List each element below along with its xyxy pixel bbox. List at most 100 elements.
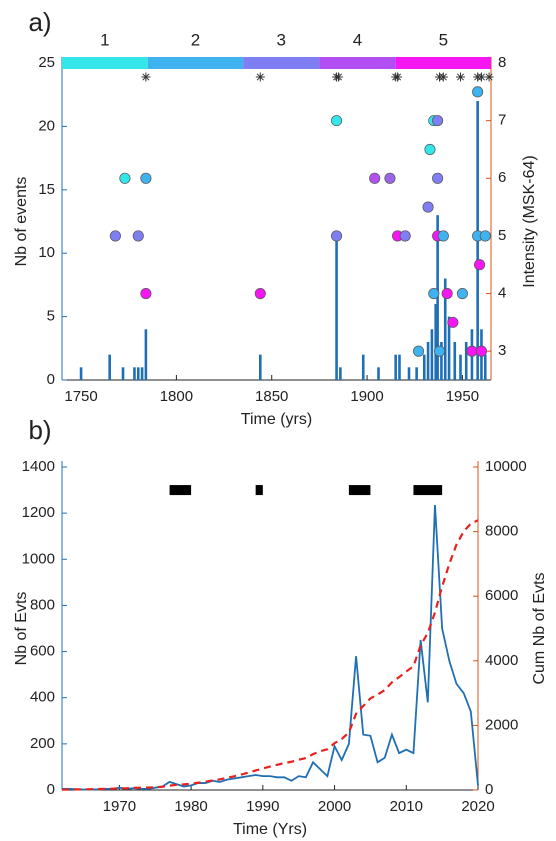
y-tick-label: 25 [38,54,55,71]
asterisk [255,72,265,82]
period-block [255,485,263,496]
intensity-point [424,143,436,156]
intensity-point [466,345,478,357]
intensity-point [254,287,266,300]
intensity-point [369,172,381,184]
y-axis-label: Nb of Evts [13,592,30,666]
event-bar [140,367,144,380]
event-bar [415,367,418,380]
y2-axis-label: Cum Nb of Evts [531,572,548,684]
period-block [413,485,443,496]
intensity-point [140,287,152,300]
event-bar [483,354,487,380]
y-tick-label: 200 [30,735,55,752]
period-label: 2 [191,30,200,49]
y-tick-label: 1000 [22,550,55,567]
event-bar [430,329,434,380]
x-tick-label: 1800 [160,388,193,405]
intensity-point [399,230,411,242]
period-label: 5 [439,30,448,49]
event-bar [258,354,262,380]
period-block [169,485,192,496]
asterisk [141,72,151,82]
y2-tick-label: 0 [485,781,493,798]
y2-tick-label: 10000 [485,458,527,475]
event-bar [459,354,462,380]
x-tick-label: 1750 [64,388,97,405]
panel-label: a) [28,7,51,37]
series-line [62,505,479,791]
intensity-point [437,230,449,242]
y-tick-label: 15 [38,181,55,198]
x-tick-label: 2000 [318,798,351,815]
period-band [147,57,244,69]
y2-tick-label: 6 [498,169,506,186]
period-band [243,57,320,69]
event-bar [440,341,443,380]
asterisk [484,72,494,82]
event-bar [79,367,83,380]
x-tick-label: 1970 [103,798,136,815]
event-bar [407,367,411,380]
x-axis-label: Time (yrs) [241,411,312,428]
y2-tick-label: 4000 [485,652,518,669]
period-label: 3 [277,30,286,49]
x-tick-label: 2020 [461,798,494,815]
intensity-point [331,230,343,242]
event-bar [447,316,451,380]
x-tick-label: 2010 [390,798,423,815]
intensity-point [472,86,484,98]
intensity-point [109,230,121,242]
intensity-point [140,172,152,184]
asterisk [455,72,465,82]
event-bar [377,367,380,380]
y2-tick-label: 8 [498,54,506,71]
event-bar [434,303,438,380]
period-block [348,485,371,496]
y2-tick-label: 4 [498,285,506,302]
intensity-point [432,115,444,127]
y-tick-label: 400 [30,689,55,706]
panel-label: b) [28,415,51,445]
y2-tick-label: 5 [498,227,506,244]
event-bar [136,367,140,380]
intensity-point [474,259,486,271]
y2-axis-label: Intensity (MSK-64) [521,155,538,287]
asterisk [476,72,486,82]
event-bar [133,367,136,380]
period-band [62,57,148,69]
event-bar [121,367,125,380]
event-bar [144,329,148,380]
y2-tick-label: 8000 [485,523,518,540]
intensity-point [384,172,396,184]
y2-tick-label: 3 [498,342,506,359]
x-axis-label: Time (Yrs) [233,821,307,838]
x-tick-label: 1900 [350,388,383,405]
event-bar [453,341,457,380]
event-bar [436,215,439,380]
intensity-point [412,345,425,357]
y-tick-label: 0 [47,781,55,798]
event-bar [108,354,111,380]
asterisk [393,72,403,82]
intensity-point [422,201,434,213]
x-tick-label: 1990 [246,798,279,815]
intensity-point [432,172,444,184]
event-bar [443,278,447,380]
event-bar [426,341,430,380]
event-bar [394,354,397,380]
intensity-point [447,316,459,328]
y-tick-label: 1200 [22,504,55,521]
intensity-point [119,172,131,184]
event-bar [464,341,468,380]
y-axis-label: Nb of events [13,177,30,267]
y2-tick-label: 7 [498,112,506,129]
y-tick-label: 800 [30,596,55,613]
event-bar [339,367,342,380]
y-tick-label: 0 [47,371,55,388]
intensity-point [132,230,144,242]
intensity-point [331,115,343,127]
x-tick-label: 1950 [446,388,479,405]
